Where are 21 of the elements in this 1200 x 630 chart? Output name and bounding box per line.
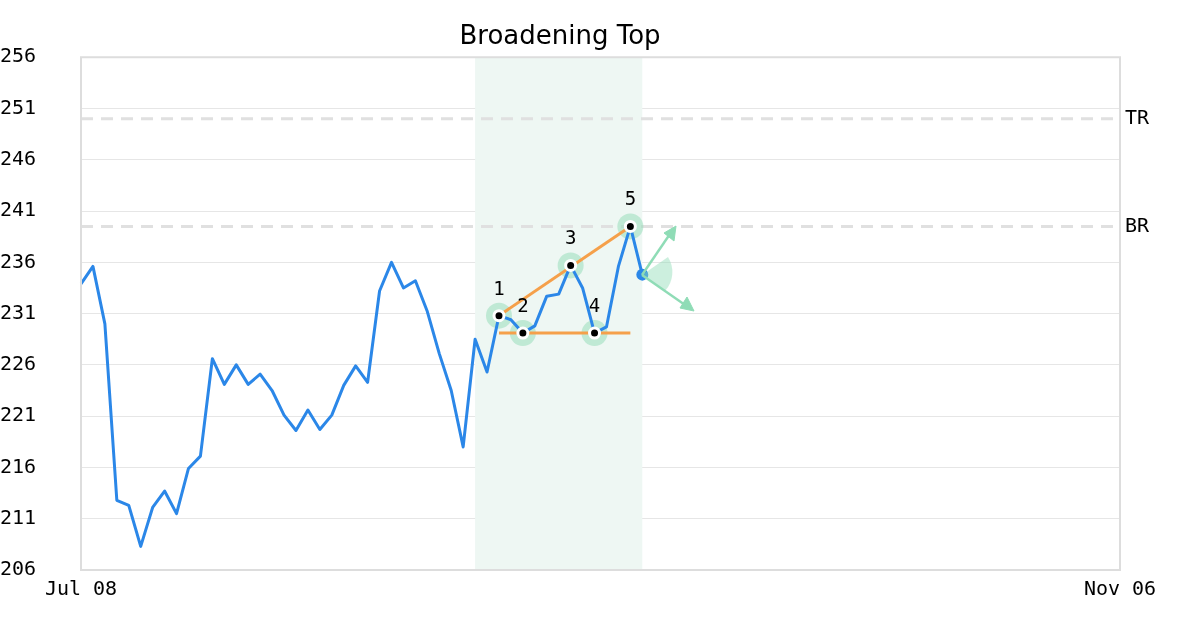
- y-tick-label: 221: [0, 402, 37, 427]
- chart-title: Broadening Top: [459, 20, 661, 51]
- annotation: 2: [517, 294, 529, 317]
- y-tick-label: 216: [0, 453, 37, 478]
- ref-line-label: BR: [1125, 212, 1151, 237]
- annotation: 5: [624, 187, 637, 210]
- y-tick-label: 241: [0, 197, 37, 222]
- y-tick-label: 211: [0, 504, 37, 529]
- annotation: 3: [564, 226, 577, 249]
- annotation: 4: [588, 294, 601, 317]
- y-tick-label: 206: [0, 556, 37, 581]
- y-tick-label: 226: [0, 351, 37, 376]
- ref-line-label: TR: [1125, 104, 1151, 129]
- y-tick-label: 251: [0, 94, 37, 119]
- y-tick-label: 236: [0, 248, 37, 273]
- y-tick-label: 246: [0, 145, 37, 170]
- y-tick-label: 231: [0, 299, 37, 324]
- x-tick-label: Nov 06: [1083, 576, 1157, 601]
- x-tick-label: Jul 08: [44, 576, 118, 601]
- annotation: 1: [493, 276, 505, 299]
- y-tick-label: 256: [0, 43, 37, 68]
